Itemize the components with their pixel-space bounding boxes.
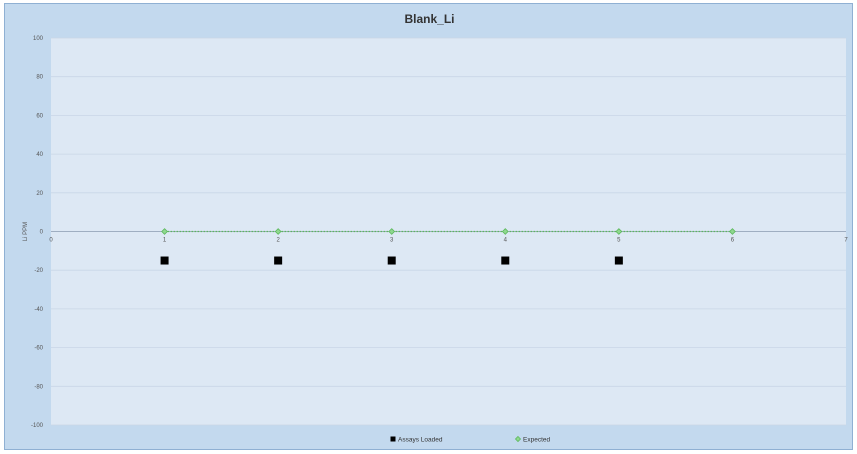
expected-point — [615, 228, 623, 235]
legend-marker-expected — [514, 435, 522, 443]
legend-label: Assays Loaded — [398, 436, 443, 443]
y-tick-label: ‑100 — [31, 423, 44, 429]
assays-loaded-point — [614, 256, 623, 265]
y-tick-label: 60 — [36, 113, 43, 119]
y-axis-label: Li PPM — [23, 222, 29, 241]
chart-title: Blank_Li — [404, 12, 455, 26]
y-tick-label: 80 — [36, 75, 43, 81]
x-tick-label: 3 — [390, 238, 394, 244]
x-tick-label: 7 — [844, 238, 848, 244]
chart-area: Blank_Li 100 80 60 40 20 0 ‑20 ‑40 ‑60 ‑80 ‑100 0 1 2… — [4, 3, 853, 450]
y-tick-label: ‑20 — [34, 268, 43, 274]
x-tick-label: 0 — [49, 238, 53, 244]
expected-point — [274, 228, 282, 235]
x-tick-label: 6 — [731, 238, 735, 244]
legend-marker-assays-loaded — [390, 436, 396, 442]
y-tick-label: 20 — [36, 191, 43, 197]
x-tick-label: 1 — [163, 238, 167, 244]
x-tick-label: 4 — [504, 238, 508, 244]
y-tick-label: 0 — [40, 230, 44, 236]
y-tick-label: ‑80 — [34, 384, 43, 390]
x-tick-label: 5 — [617, 238, 621, 244]
y-tick-label: ‑60 — [34, 346, 43, 352]
expected-point — [501, 228, 509, 235]
y-tick-label: ‑40 — [34, 307, 43, 313]
assays-loaded-point — [160, 256, 169, 265]
assays-loaded-point — [274, 256, 283, 265]
expected-point — [729, 228, 736, 235]
legend-label: Expected — [523, 436, 550, 443]
assays-loaded-point — [501, 256, 510, 265]
x-tick-label: 2 — [276, 238, 280, 244]
y-tick-label: 100 — [33, 36, 44, 42]
expected-point — [161, 228, 168, 235]
chart-svg: 100 80 60 40 20 0 ‑20 ‑40 ‑60 ‑80 ‑100 0 1 2 3 4 5 6 7 Li P… — [23, 36, 848, 443]
assays-loaded-point — [387, 256, 396, 265]
y-tick-label: 40 — [36, 152, 43, 158]
expected-point — [388, 228, 396, 235]
